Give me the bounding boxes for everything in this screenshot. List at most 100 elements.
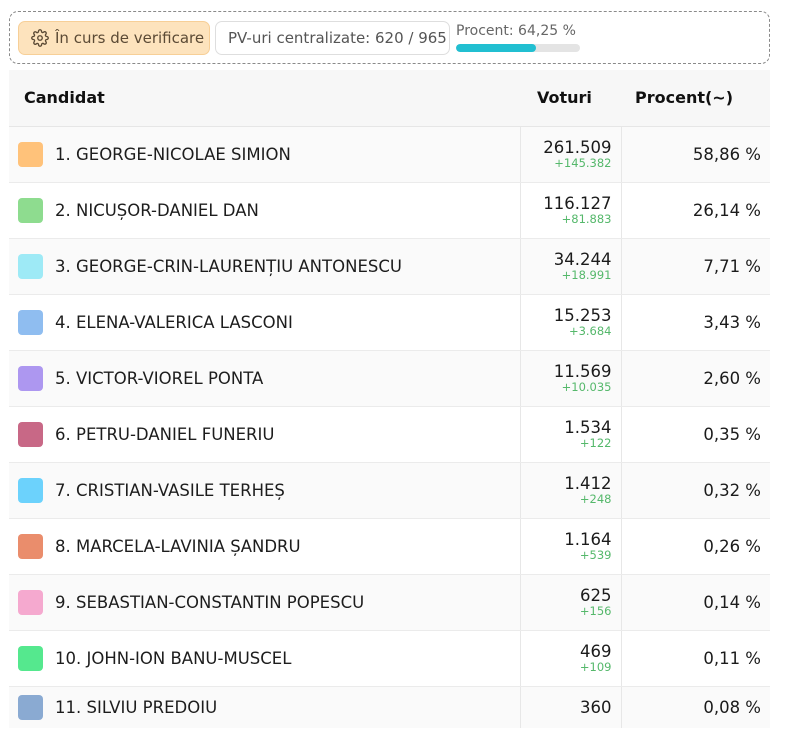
percent-value: 0,26 % [621,518,770,575]
candidate-cell: 1. GEORGE-NICOLAE SIMION [9,126,520,183]
votes-cell: 625 +156 [519,574,622,631]
candidate-color-swatch [18,253,43,279]
votes-delta: +248 [579,492,612,506]
votes-delta: +3.684 [568,324,612,338]
votes-value: 1.164 [564,530,612,549]
table-row: 2. NICUȘOR-DANIEL DAN 116.127 +81.883 26,14… [9,182,770,239]
candidate-name: 9. SEBASTIAN-CONSTANTIN POPESCU [55,592,365,612]
candidate-cell: 11. SILVIU PREDOIU [9,686,520,728]
percent-value: 0,32 % [621,462,770,519]
percent-value: 2,60 % [621,350,770,407]
votes-delta: +10.035 [561,380,612,394]
percent-value: 7,71 % [621,238,770,295]
votes-value: 1.534 [564,418,612,437]
progress-fill [456,44,536,52]
votes-cell: 1.412 +248 [519,462,622,519]
candidate-color-swatch [18,141,43,167]
candidate-color-swatch [18,533,43,559]
candidate-color-swatch [18,477,43,503]
votes-delta: +18.991 [561,268,612,282]
votes-delta: +122 [579,436,612,450]
votes-cell: 34.244 +18.991 [519,238,622,295]
candidate-cell: 8. MARCELA-LAVINIA ȘANDRU [9,518,520,575]
progress-track [456,44,580,52]
percent-value: 58,86 % [621,126,770,183]
table-row: 8. MARCELA-LAVINIA ȘANDRU 1.164 +539 0,26 % [9,518,770,575]
candidate-name: 11. SILVIU PREDOIU [55,697,218,717]
candidate-color-swatch [18,645,43,671]
table-row: 11. SILVIU PREDOIU 360 0,08 % [9,686,770,728]
pv-count-label: PV-uri centralizate: 620 / 965 [228,29,447,47]
candidate-cell: 9. SEBASTIAN-CONSTANTIN POPESCU [9,574,520,631]
votes-value: 116.127 [543,194,612,213]
votes-cell: 360 [519,686,622,728]
votes-cell: 15.253 +3.684 [519,294,622,351]
votes-delta: +539 [579,548,612,562]
table-row: 5. VICTOR-VIOREL PONTA 11.569 +10.035 2,60 … [9,350,770,407]
votes-value: 360 [580,697,612,717]
percent-value: 3,43 % [621,294,770,351]
candidate-cell: 6. PETRU-DANIEL FUNERIU [9,406,520,463]
candidate-color-swatch [18,197,43,223]
candidate-color-swatch [18,309,43,335]
votes-cell: 116.127 +81.883 [519,182,622,239]
candidate-cell: 5. VICTOR-VIOREL PONTA [9,350,520,407]
status-bar: În curs de verificare PV-uri centralizat… [9,11,770,64]
percent-value: 0,14 % [621,574,770,631]
votes-cell: 1.164 +539 [519,518,622,575]
percent-value: 0,35 % [621,406,770,463]
table-row: 9. SEBASTIAN-CONSTANTIN POPESCU 625 +156 0,… [9,574,770,631]
candidate-cell: 4. ELENA-VALERICA LASCONI [9,294,520,351]
candidate-cell: 7. CRISTIAN-VASILE TERHEȘ [9,462,520,519]
candidate-name: 8. MARCELA-LAVINIA ȘANDRU [55,536,301,556]
candidate-name: 4. ELENA-VALERICA LASCONI [55,312,293,332]
votes-value: 625 [580,586,612,605]
votes-delta: +145.382 [554,156,612,170]
candidate-name: 2. NICUȘOR-DANIEL DAN [55,200,259,220]
table-row: 6. PETRU-DANIEL FUNERIU 1.534 +122 0,35 % [9,406,770,463]
gear-icon [31,29,49,47]
header-candidate[interactable]: Candidat [9,70,520,127]
candidate-name: 6. PETRU-DANIEL FUNERIU [55,424,275,444]
votes-cell: 11.569 +10.035 [519,350,622,407]
candidate-color-swatch [18,589,43,615]
header-votes[interactable]: Voturi [520,70,621,127]
results-table: Candidat Voturi Procent(~) 1. GEORGE-NIC… [9,70,770,728]
candidate-cell: 10. JOHN-ION BANU-MUSCEL [9,630,520,687]
verification-status-label: În curs de verificare [55,29,205,47]
votes-delta: +81.883 [561,212,612,226]
table-row: 4. ELENA-VALERICA LASCONI 15.253 +3.684 3,4… [9,294,770,351]
percent-value: 0,11 % [621,630,770,687]
votes-value: 11.569 [553,362,612,381]
progress-label: Procent: 64,25 % [456,23,576,39]
votes-cell: 469 +109 [519,630,622,687]
candidate-color-swatch [18,694,43,720]
votes-value: 15.253 [553,306,612,325]
votes-delta: +109 [579,660,612,674]
pv-count-badge: PV-uri centralizate: 620 / 965 [215,21,450,55]
table-row: 7. CRISTIAN-VASILE TERHEȘ 1.412 +248 0,32 % [9,462,770,519]
votes-cell: 261.509 +145.382 [519,126,622,183]
candidate-name: 1. GEORGE-NICOLAE SIMION [55,144,291,164]
votes-value: 261.509 [543,138,612,157]
candidate-name: 7. CRISTIAN-VASILE TERHEȘ [55,480,285,500]
votes-value: 34.244 [553,250,612,269]
header-percent[interactable]: Procent(~) [621,70,770,127]
table-row: 10. JOHN-ION BANU-MUSCEL 469 +109 0,11 % [9,630,770,687]
progress-indicator: Procent: 64,25 % [456,22,586,54]
candidate-color-swatch [18,365,43,391]
verification-status-badge[interactable]: În curs de verificare [18,21,210,55]
votes-value: 469 [580,642,612,661]
candidate-cell: 3. GEORGE-CRIN-LAURENȚIU ANTONESCU [9,238,520,295]
votes-value: 1.412 [564,474,612,493]
candidate-color-swatch [18,421,43,447]
candidate-name: 5. VICTOR-VIOREL PONTA [55,368,264,388]
votes-cell: 1.534 +122 [519,406,622,463]
table-header-row: Candidat Voturi Procent(~) [9,70,770,127]
percent-value: 26,14 % [621,182,770,239]
table-row: 1. GEORGE-NICOLAE SIMION 261.509 +145.382 5… [9,126,770,183]
votes-delta: +156 [579,604,612,618]
table-row: 3. GEORGE-CRIN-LAURENȚIU ANTONESCU 34.244… [9,238,770,295]
candidate-name: 10. JOHN-ION BANU-MUSCEL [55,648,292,668]
candidate-name: 3. GEORGE-CRIN-LAURENȚIU ANTONESCU [55,256,402,276]
